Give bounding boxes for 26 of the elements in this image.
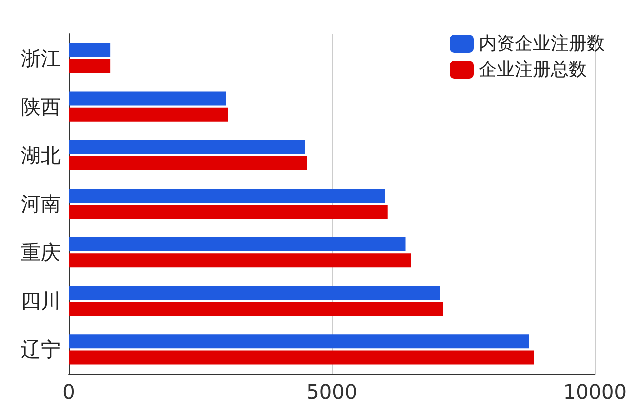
bar: [69, 238, 406, 252]
bar: [69, 205, 388, 220]
legend-label: 企业注册总数: [479, 60, 587, 80]
bar: [69, 254, 412, 268]
bar: [69, 334, 530, 349]
bar: [69, 43, 111, 58]
legend-label: 内资企业注册数: [479, 34, 605, 54]
y-tick-label: 陕西: [21, 94, 61, 119]
bar: [69, 92, 226, 106]
bar: [69, 140, 306, 154]
bar: [69, 286, 440, 300]
bar: [69, 188, 386, 203]
bar: [69, 108, 228, 122]
bar: [69, 350, 534, 365]
x-tick-label: 0: [62, 380, 76, 404]
y-tick-label: 河南: [21, 192, 61, 216]
y-tick-label: 重庆: [21, 240, 61, 265]
bar: [69, 59, 111, 74]
y-tick-label: 浙江: [21, 46, 61, 70]
bar: [69, 302, 444, 316]
x-tick-label: 10000: [563, 380, 627, 404]
y-tick-label: 湖北: [21, 143, 61, 168]
y-tick-label: 四川: [21, 289, 61, 314]
x-tick-label: 5000: [306, 380, 358, 404]
y-tick-label: 辽宁: [21, 338, 61, 362]
bar: [69, 156, 308, 170]
